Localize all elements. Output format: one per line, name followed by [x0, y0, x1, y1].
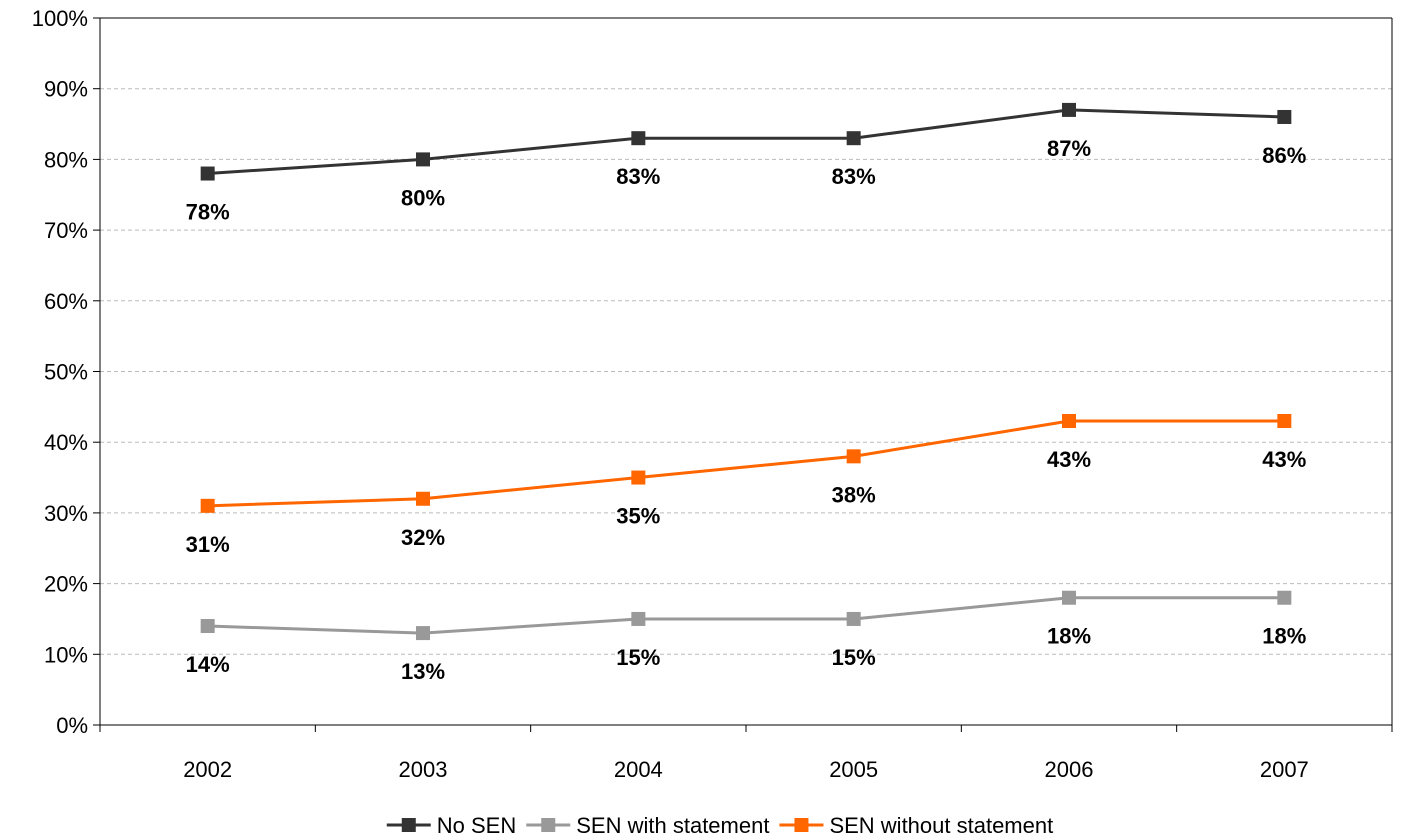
y-tick-label: 80% [44, 147, 88, 172]
data-label: 83% [616, 164, 660, 189]
y-tick-label: 20% [44, 572, 88, 597]
data-point [631, 612, 645, 626]
data-label: 43% [1262, 447, 1306, 472]
legend: No SEN SEN with statement SEN without stat… [387, 813, 1053, 838]
y-tick-label: 10% [44, 642, 88, 667]
data-point [847, 449, 861, 463]
data-label: 38% [832, 482, 876, 507]
y-tick-label: 50% [44, 360, 88, 385]
data-point [847, 131, 861, 145]
data-point [201, 619, 215, 633]
data-point [1277, 414, 1291, 428]
x-tick-label: 2006 [1045, 757, 1094, 782]
y-tick-label: 40% [44, 430, 88, 455]
y-axis-ticks: 0% 10% 20% 30% 40% 50% 60% 70% 80% 90% 100% [32, 6, 100, 738]
data-label: 31% [186, 532, 230, 557]
data-point [847, 612, 861, 626]
data-point [631, 471, 645, 485]
legend-label: SEN with statement [576, 813, 769, 838]
data-label: 35% [616, 504, 660, 529]
data-label: 15% [616, 645, 660, 670]
x-tick-label: 2004 [614, 757, 663, 782]
data-label: 80% [401, 185, 445, 210]
y-tick-label: 100% [32, 6, 88, 31]
legend-item: No SEN [387, 813, 516, 838]
legend-marker [402, 818, 416, 832]
x-axis-ticks: 2002 2003 2004 2005 2006 2007 [100, 725, 1392, 782]
data-label: 13% [401, 659, 445, 684]
y-tick-label: 70% [44, 218, 88, 243]
legend-item: SEN with statement [526, 813, 769, 838]
series-line [208, 598, 1285, 633]
x-tick-label: 2003 [399, 757, 448, 782]
y-tick-label: 90% [44, 77, 88, 102]
legend-label: No SEN [437, 813, 516, 838]
data-point [1277, 110, 1291, 124]
legend-label: SEN without statement [829, 813, 1053, 838]
legend-marker [541, 818, 555, 832]
y-tick-label: 0% [56, 713, 88, 738]
data-label: 18% [1262, 624, 1306, 649]
y-tick-label: 30% [44, 501, 88, 526]
gridlines [100, 89, 1392, 655]
data-label: 86% [1262, 143, 1306, 168]
data-labels: 78% 80% 83% 83% 87% 86% 14% 13% 15% 15% 18% 18% 31% 3… [186, 136, 1307, 684]
x-tick-label: 2007 [1260, 757, 1309, 782]
x-tick-label: 2005 [829, 757, 878, 782]
data-point [416, 492, 430, 506]
x-tick-label: 2002 [183, 757, 232, 782]
legend-item: SEN without statement [779, 813, 1053, 838]
data-point [201, 499, 215, 513]
data-point [1062, 103, 1076, 117]
data-label: 83% [832, 164, 876, 189]
data-label: 14% [186, 652, 230, 677]
data-label: 87% [1047, 136, 1091, 161]
data-label: 32% [401, 525, 445, 550]
series-line [208, 110, 1285, 174]
data-label: 78% [186, 200, 230, 225]
data-point [416, 626, 430, 640]
data-point [1277, 591, 1291, 605]
data-point [416, 152, 430, 166]
data-point [1062, 591, 1076, 605]
y-tick-label: 60% [44, 289, 88, 314]
data-label: 18% [1047, 624, 1091, 649]
legend-marker [794, 818, 808, 832]
data-label: 15% [832, 645, 876, 670]
data-point [1062, 414, 1076, 428]
data-label: 43% [1047, 447, 1091, 472]
series-line [208, 421, 1285, 506]
data-point [201, 167, 215, 181]
data-point [631, 131, 645, 145]
